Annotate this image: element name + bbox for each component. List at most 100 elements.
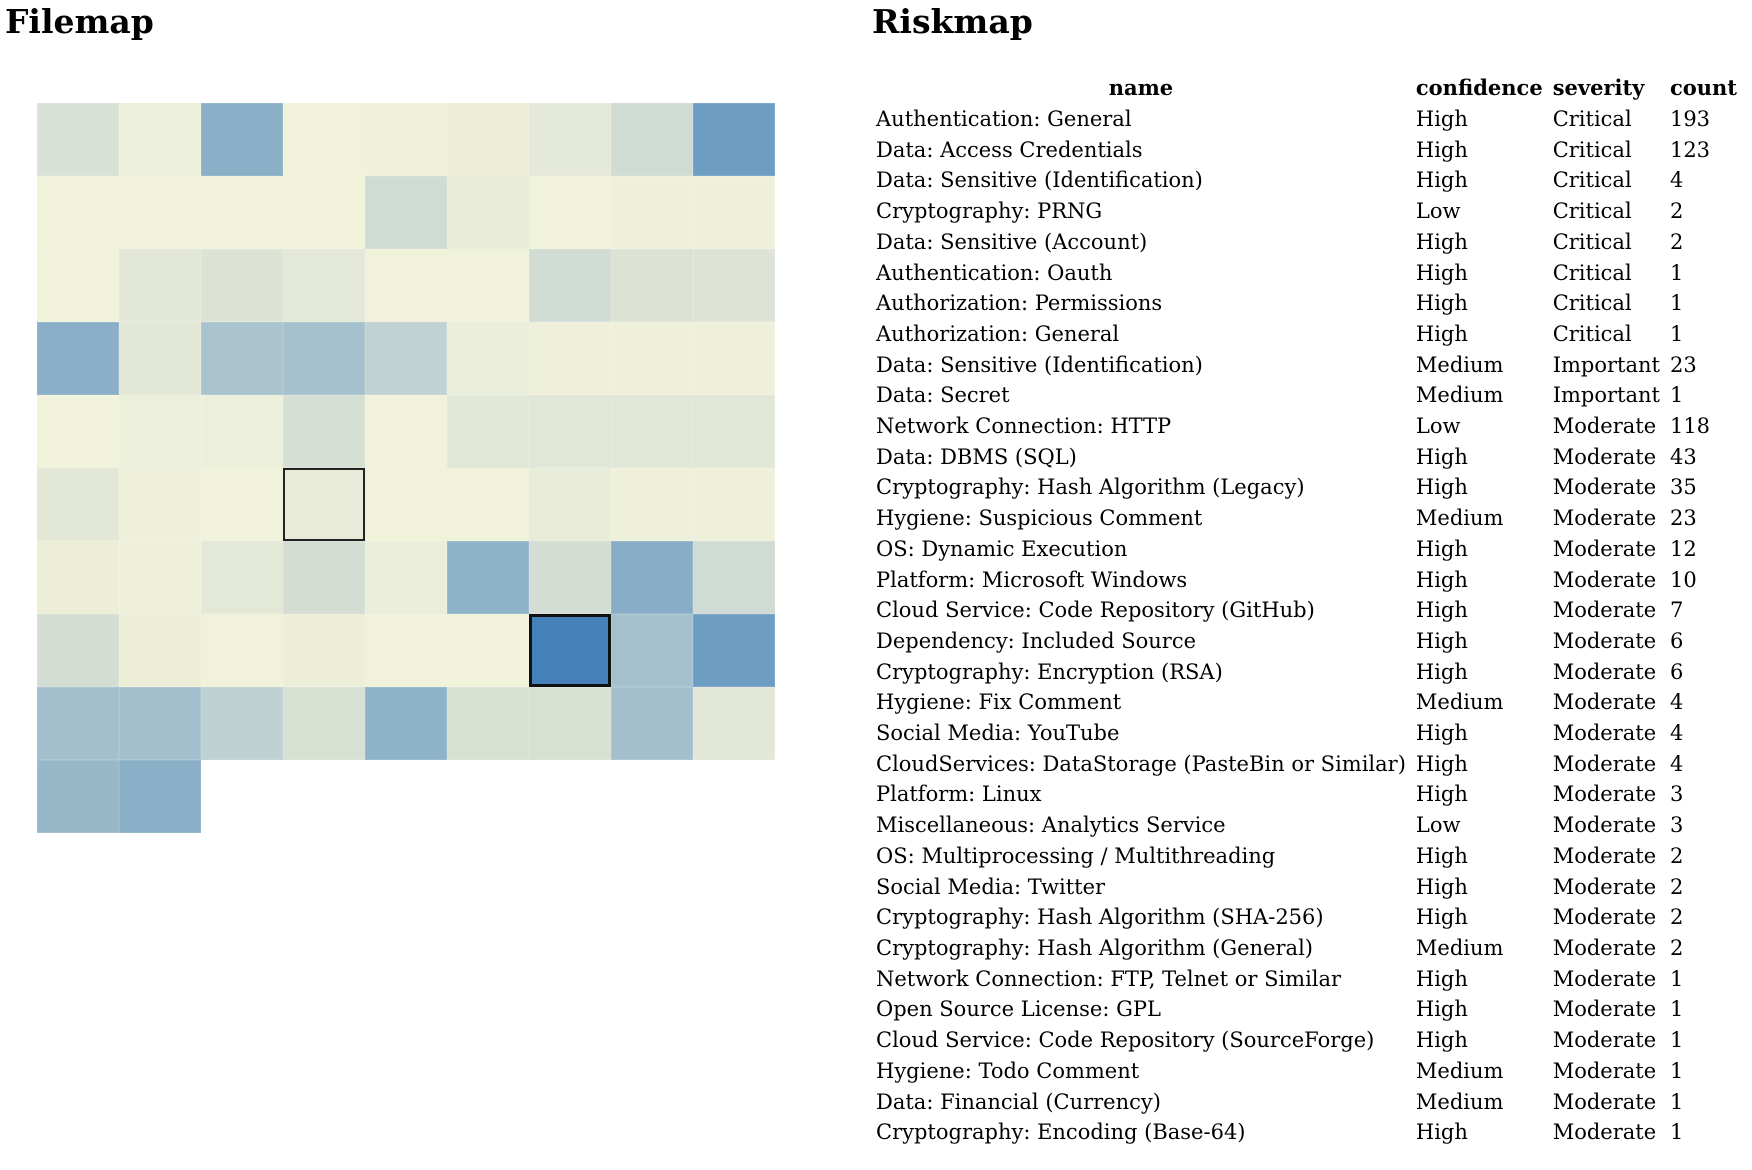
filemap-cell[interactable]: [37, 687, 119, 760]
filemap-cell-selected[interactable]: [529, 614, 611, 687]
filemap-cell[interactable]: [529, 249, 611, 322]
table-row[interactable]: CloudServices: DataStorage (PasteBin or …: [872, 749, 1743, 780]
filemap-cell[interactable]: [365, 249, 447, 322]
filemap-cell[interactable]: [529, 541, 611, 614]
filemap-cell[interactable]: [283, 103, 365, 176]
filemap-cell[interactable]: [37, 249, 119, 322]
filemap-cell[interactable]: [611, 322, 693, 395]
filemap-cell[interactable]: [693, 468, 775, 541]
table-row[interactable]: Data: DBMS (SQL) High Moderate 43: [872, 442, 1743, 473]
filemap-cell[interactable]: [201, 176, 283, 249]
filemap-cell[interactable]: [447, 249, 529, 322]
table-row[interactable]: OS: Dynamic Execution High Moderate 12: [872, 534, 1743, 565]
filemap-cell[interactable]: [611, 614, 693, 687]
table-row[interactable]: Network Connection: FTP, Telnet or Simil…: [872, 964, 1743, 995]
filemap-cell[interactable]: [529, 176, 611, 249]
filemap-cell[interactable]: [693, 395, 775, 468]
filemap-cell[interactable]: [365, 176, 447, 249]
table-row[interactable]: Authorization: Permissions High Critical 1: [872, 288, 1743, 319]
column-header-confidence[interactable]: confidence: [1415, 74, 1543, 100]
filemap-cell[interactable]: [201, 103, 283, 176]
table-row[interactable]: Data: Financial (Currency) Medium Moderate…: [872, 1087, 1743, 1118]
filemap-cell[interactable]: [693, 176, 775, 249]
table-row[interactable]: Cryptography: Hash Algorithm (General) Me…: [872, 933, 1743, 964]
filemap-cell[interactable]: [447, 468, 529, 541]
filemap-cell[interactable]: [201, 541, 283, 614]
filemap-cell[interactable]: [529, 322, 611, 395]
filemap-cell[interactable]: [37, 176, 119, 249]
table-row[interactable]: Social Media: YouTube High Moderate 4: [872, 718, 1743, 749]
table-row[interactable]: Hygiene: Suspicious Comment Medium Moderat…: [872, 503, 1743, 534]
filemap-cell[interactable]: [447, 614, 529, 687]
column-header-severity[interactable]: severity: [1552, 74, 1645, 100]
filemap-cell[interactable]: [119, 468, 201, 541]
filemap-cell[interactable]: [447, 103, 529, 176]
filemap-cell[interactable]: [447, 322, 529, 395]
filemap-cell[interactable]: [37, 468, 119, 541]
filemap-cell[interactable]: [37, 322, 119, 395]
table-row[interactable]: Authentication: Oauth High Critical 1: [872, 258, 1743, 289]
table-row[interactable]: Data: Secret Medium Important 1: [872, 380, 1743, 411]
filemap-cell[interactable]: [201, 322, 283, 395]
column-header-count[interactable]: count: [1669, 74, 1737, 100]
filemap-cell[interactable]: [119, 103, 201, 176]
filemap-cell[interactable]: [365, 103, 447, 176]
filemap-cell[interactable]: [447, 541, 529, 614]
table-row[interactable]: Data: Access Credentials High Critical 123: [872, 135, 1743, 166]
filemap-cell[interactable]: [365, 395, 447, 468]
filemap-cell[interactable]: [37, 614, 119, 687]
table-row[interactable]: Cryptography: Encoding (Base-64) High Mode…: [872, 1117, 1743, 1148]
filemap-cell[interactable]: [37, 395, 119, 468]
filemap-cell[interactable]: [365, 614, 447, 687]
table-row[interactable]: Cryptography: Hash Algorithm (Legacy) Hig…: [872, 472, 1743, 503]
filemap-cell[interactable]: [447, 395, 529, 468]
table-row[interactable]: Data: Sensitive (Identification) High Crit…: [872, 165, 1743, 196]
filemap-cell[interactable]: [119, 760, 201, 833]
filemap-cell[interactable]: [201, 395, 283, 468]
filemap-cell[interactable]: [283, 614, 365, 687]
filemap-cell[interactable]: [611, 176, 693, 249]
table-row[interactable]: Authentication: General High Critical 193: [872, 104, 1743, 135]
filemap-cell[interactable]: [693, 541, 775, 614]
filemap-cell[interactable]: [283, 541, 365, 614]
column-header-name[interactable]: name: [1108, 74, 1174, 100]
filemap-cell[interactable]: [37, 541, 119, 614]
filemap-cell[interactable]: [37, 760, 119, 833]
filemap-cell[interactable]: [283, 395, 365, 468]
filemap-cell[interactable]: [283, 322, 365, 395]
table-row[interactable]: Cloud Service: Code Repository (GitHub) H…: [872, 595, 1743, 626]
filemap-cell[interactable]: [365, 322, 447, 395]
filemap-cell[interactable]: [201, 614, 283, 687]
table-row[interactable]: Open Source License: GPL High Moderate 1: [872, 994, 1743, 1025]
filemap-cell-outlined[interactable]: [283, 468, 365, 541]
filemap-cell[interactable]: [37, 103, 119, 176]
filemap-cell[interactable]: [611, 249, 693, 322]
filemap-cell[interactable]: [611, 395, 693, 468]
filemap-cell[interactable]: [611, 468, 693, 541]
table-row[interactable]: Platform: Linux High Moderate 3: [872, 779, 1743, 810]
filemap-cell[interactable]: [611, 103, 693, 176]
table-row[interactable]: Social Media: Twitter High Moderate 2: [872, 872, 1743, 903]
filemap-cell[interactable]: [119, 249, 201, 322]
filemap-cell[interactable]: [365, 541, 447, 614]
filemap-cell[interactable]: [529, 103, 611, 176]
table-row[interactable]: Cloud Service: Code Repository (SourceFo…: [872, 1025, 1743, 1056]
filemap-cell[interactable]: [693, 687, 775, 760]
filemap-cell[interactable]: [119, 687, 201, 760]
filemap-cell[interactable]: [693, 322, 775, 395]
table-row[interactable]: Authorization: General High Critical 1: [872, 319, 1743, 350]
table-row[interactable]: Hygiene: Fix Comment Medium Moderate 4: [872, 687, 1743, 718]
filemap-cell[interactable]: [283, 687, 365, 760]
filemap-cell[interactable]: [611, 687, 693, 760]
filemap-cell[interactable]: [119, 176, 201, 249]
filemap-cell[interactable]: [119, 395, 201, 468]
filemap-cell[interactable]: [529, 395, 611, 468]
filemap-cell[interactable]: [201, 687, 283, 760]
filemap-cell[interactable]: [693, 249, 775, 322]
filemap-cell[interactable]: [447, 687, 529, 760]
filemap-cell[interactable]: [365, 468, 447, 541]
filemap-cell[interactable]: [283, 176, 365, 249]
filemap-cell[interactable]: [447, 176, 529, 249]
table-row[interactable]: Network Connection: HTTP Low Moderate 118: [872, 411, 1743, 442]
filemap-cell[interactable]: [693, 614, 775, 687]
